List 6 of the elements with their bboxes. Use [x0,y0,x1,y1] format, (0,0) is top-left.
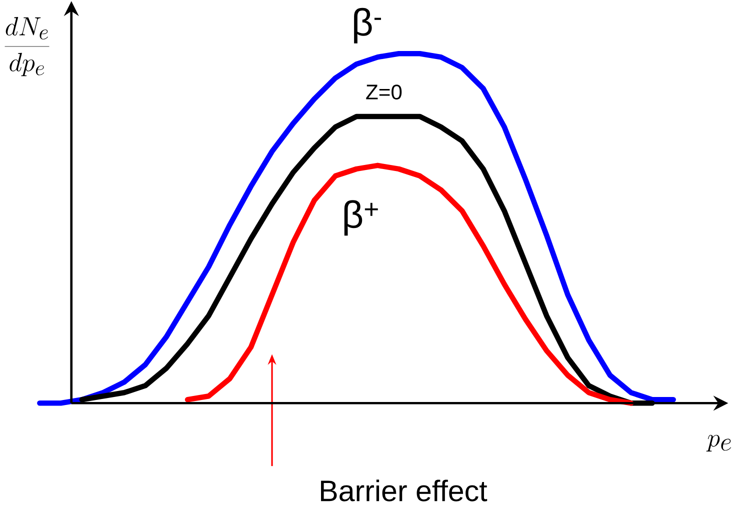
series-label: β$^{-}$ [354,8,381,44]
series-label: β$^{+}$ [344,200,378,236]
x-axis-title: $p_e$ [706,434,732,452]
text: Barrier effect [321,480,488,502]
y-axis-title: $\frac{dN_e}{dp_e}$ [4,17,50,76]
series-label: Z=0 [366,84,402,100]
